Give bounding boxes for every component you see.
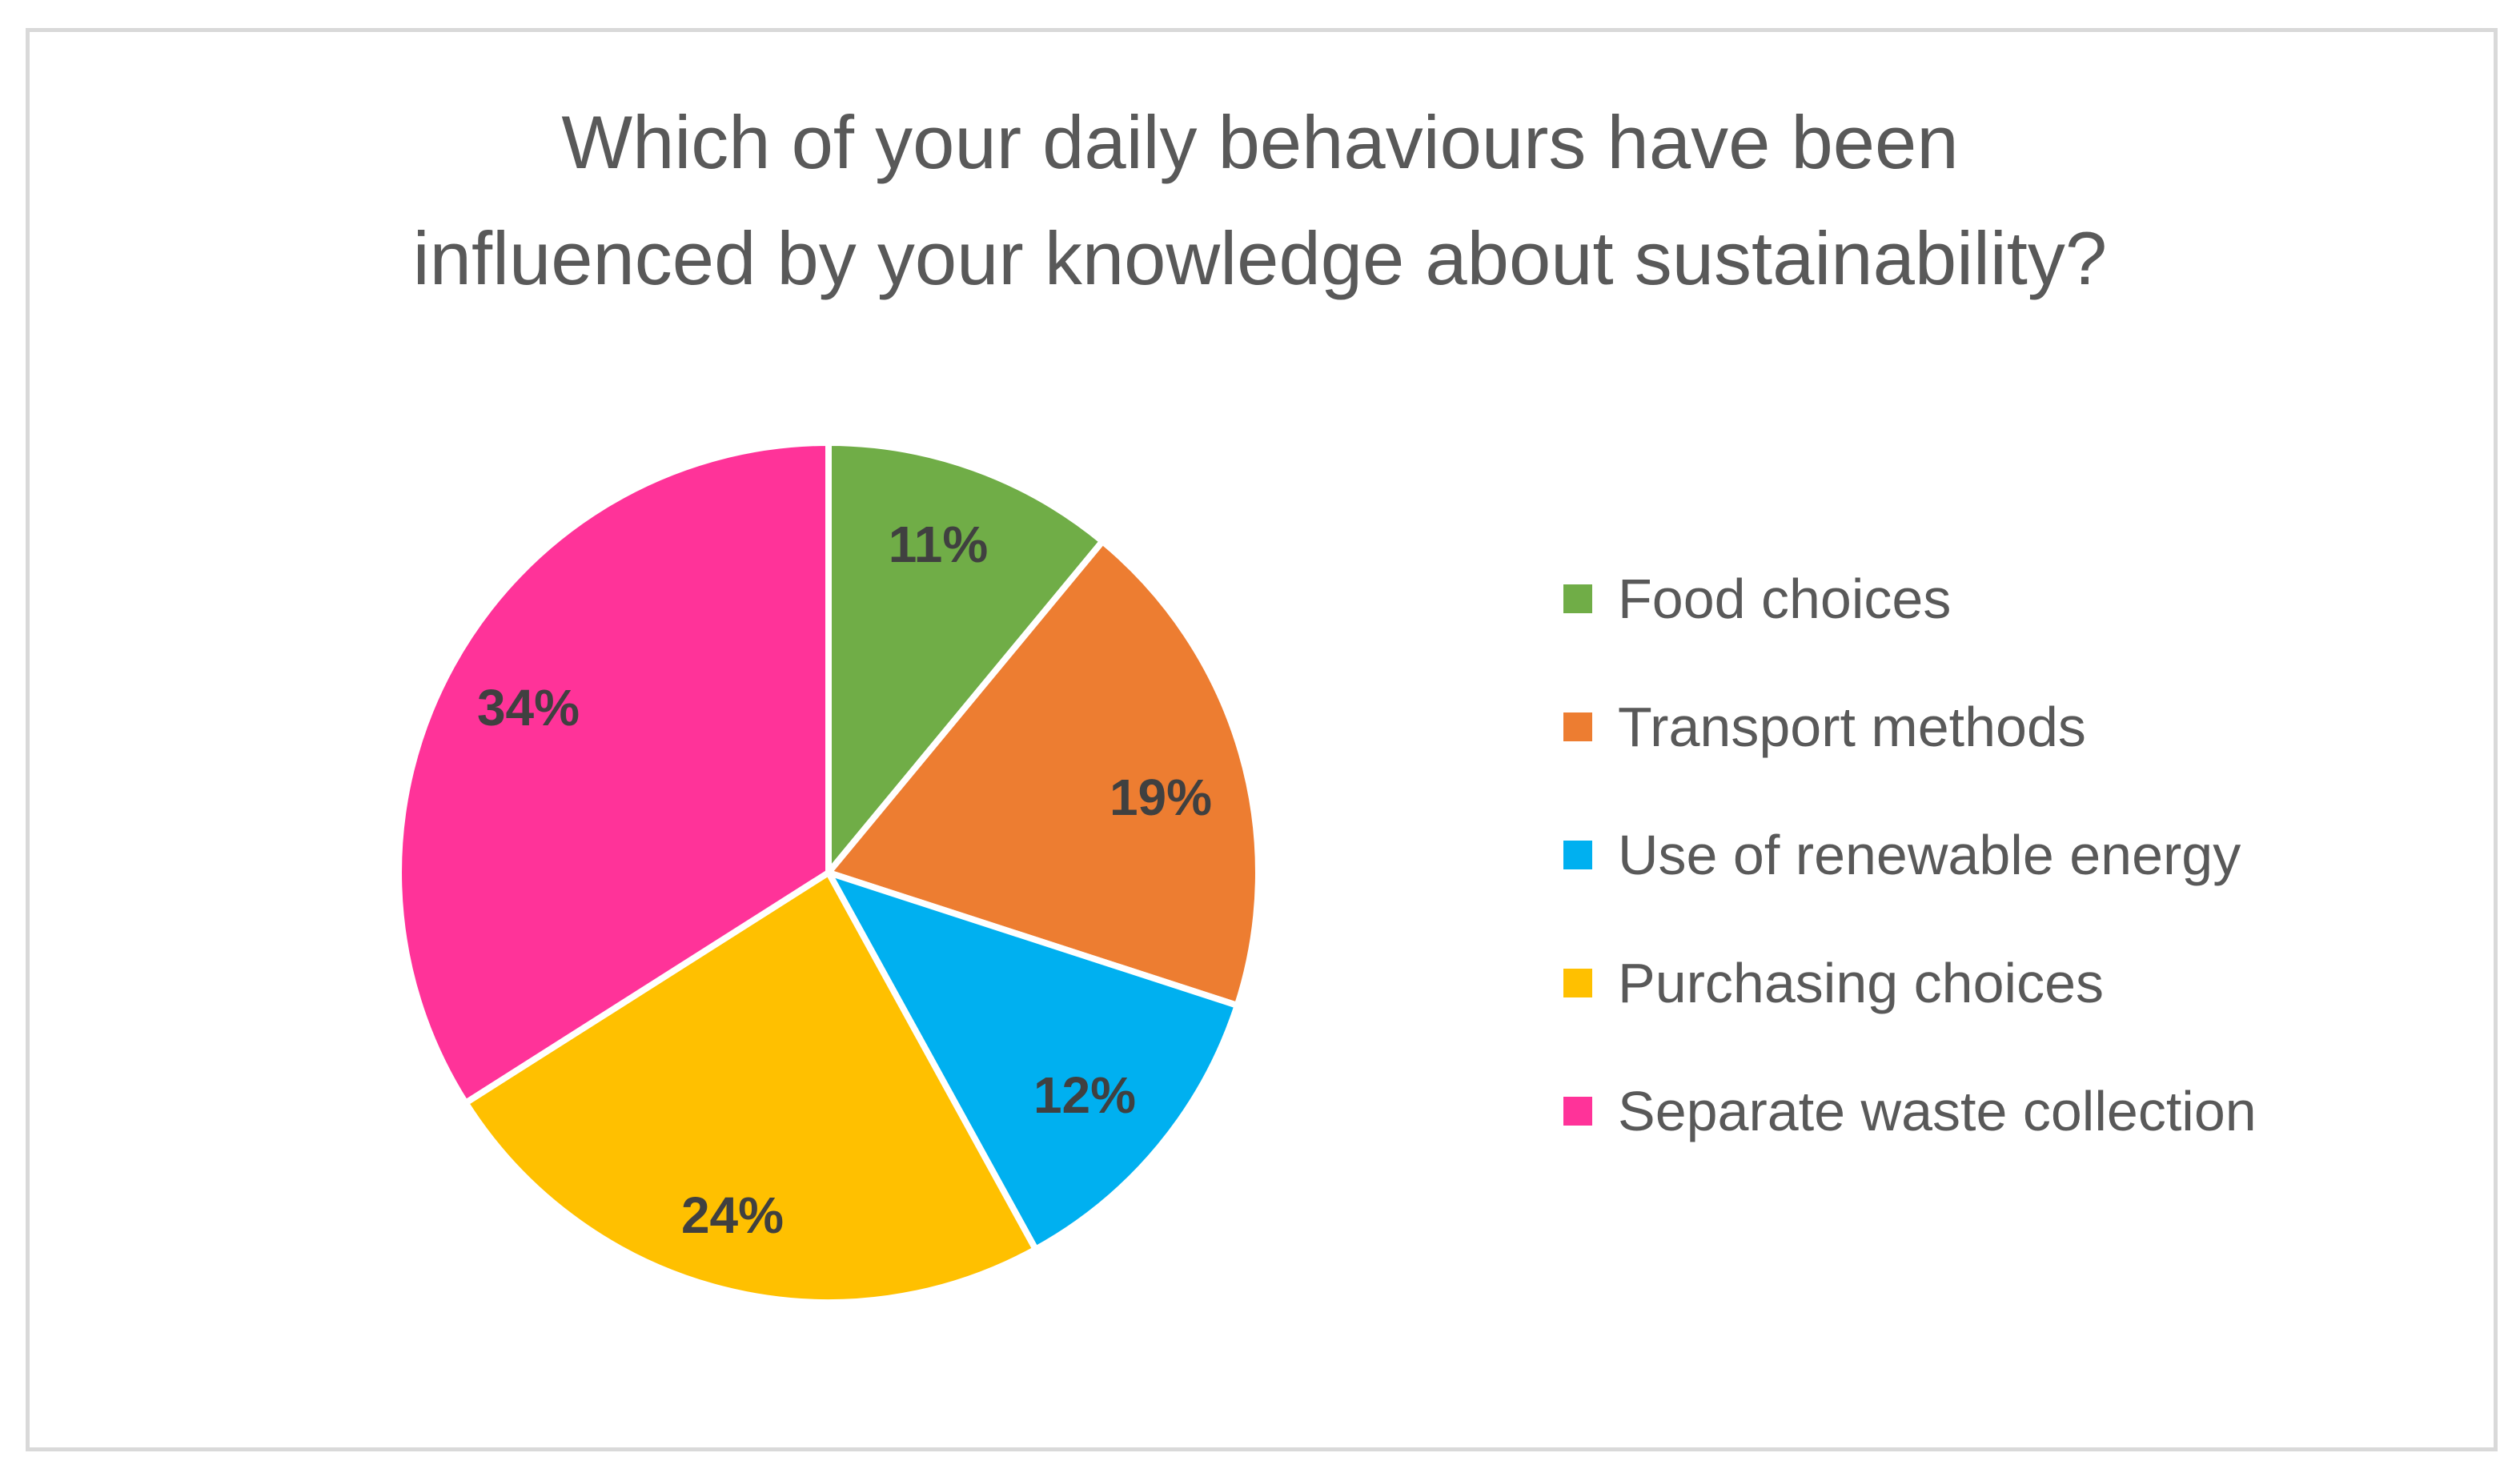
chart-title: Which of your daily behaviours have been… [0, 84, 2520, 316]
legend-label: Purchasing choices [1618, 952, 2104, 1014]
legend-label: Separate waste collection [1618, 1080, 2257, 1142]
legend-item-renewable-energy[interactable]: Use of renewable energy [1563, 791, 2257, 919]
legend-item-food-choices[interactable]: Food choices [1563, 535, 2257, 663]
chart-title-line-1: Which of your daily behaviours have been [561, 100, 1959, 184]
slice-renewable-energy[interactable] [825, 869, 1241, 1253]
legend-item-purchasing-choices[interactable]: Purchasing choices [1563, 919, 2257, 1047]
legend-label: Transport methods [1618, 696, 2086, 758]
data-label-separate-waste-collection: 34% [477, 679, 580, 736]
legend-swatch-icon [1563, 584, 1592, 613]
slice-food-choices[interactable] [825, 439, 1106, 876]
legend-label: Use of renewable energy [1618, 824, 2241, 886]
slice-purchasing-choices[interactable] [462, 869, 1039, 1306]
chart-legend: Food choices Transport methods Use of re… [1563, 535, 2257, 1175]
legend-item-separate-waste-collection[interactable]: Separate waste collection [1563, 1047, 2257, 1175]
data-label-purchasing-choices: 24% [681, 1186, 784, 1244]
legend-label: Food choices [1618, 568, 1952, 630]
data-label-renewable-energy: 12% [1033, 1066, 1136, 1124]
data-label-food-choices: 11% [889, 516, 989, 573]
legend-item-transport-methods[interactable]: Transport methods [1563, 663, 2257, 791]
legend-swatch-icon [1563, 841, 1592, 869]
chart-title-line-2: influenced by your knowledge about susta… [412, 216, 2108, 300]
legend-swatch-icon [1563, 712, 1592, 741]
legend-swatch-icon [1563, 1097, 1592, 1126]
data-label-transport-methods: 19% [1110, 769, 1212, 826]
slice-transport-methods[interactable] [825, 538, 1262, 1009]
legend-swatch-icon [1563, 969, 1592, 997]
slice-separate-waste-collection[interactable] [395, 439, 832, 1106]
